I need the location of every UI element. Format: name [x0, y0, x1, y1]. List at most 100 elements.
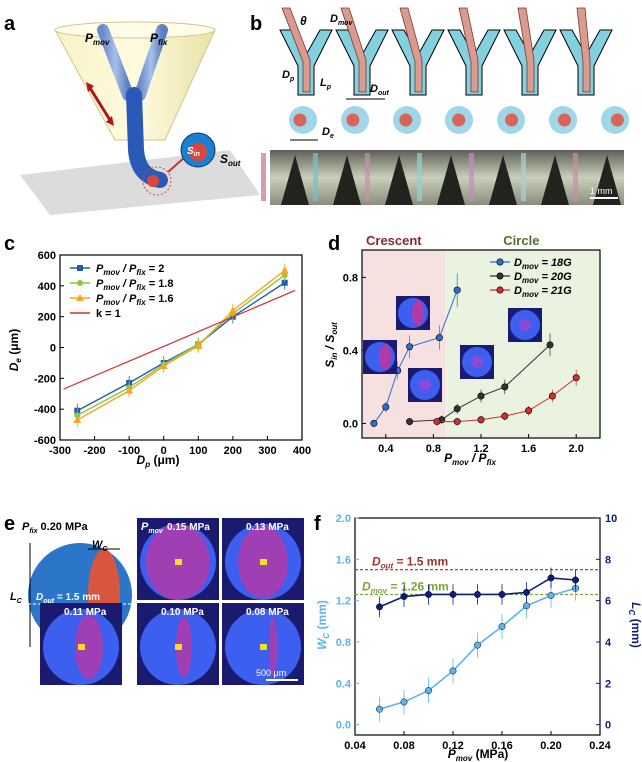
chart-c-xtick-label: -200: [84, 445, 106, 457]
arrow-head-down: [106, 116, 114, 126]
chart-f-ytick-right-label: 2: [605, 678, 611, 690]
chart-d-xlabel-part: P: [444, 451, 453, 465]
label-sout: Sout: [220, 152, 241, 168]
chart-d-xtick-label: 0.8: [426, 443, 441, 455]
chart-d-ytick-label: 0.8: [343, 272, 358, 284]
section-inner: [610, 113, 624, 127]
micrograph-grid: 0.15 MPa 0.13 MPa 0.11 MPa 0.10 MPa 0.08 MPa…: [40, 518, 304, 685]
chart-f-ytick-right-label: 4: [605, 637, 612, 649]
chart-c-xtick-label: 400: [293, 445, 311, 457]
panel-f-letter: f: [314, 513, 321, 535]
panel-a-letter: a: [4, 13, 16, 35]
chart-c-ylabel-part: D: [7, 362, 21, 371]
chart-f-point: [425, 591, 432, 598]
chart-d-point: [433, 418, 441, 426]
chart-c-xlabel-part: p: [144, 460, 150, 469]
micrograph-inner: [75, 615, 103, 679]
chart-d-legend-label-part: mov: [522, 262, 539, 271]
chart-c-xlabel-part: D: [137, 453, 146, 467]
chart-d-inset-inner: [412, 300, 424, 326]
chart-c-legend-marker: [76, 294, 84, 301]
micrograph-marker: [175, 644, 182, 650]
section-inner: [558, 113, 571, 127]
chart-f-xlabel-part: P: [448, 747, 457, 761]
chart-d-point: [435, 334, 443, 342]
chart-f-ytick-left-label: 0.0: [336, 720, 351, 732]
photo-nozzle: [437, 155, 465, 205]
photo-nozzle: [593, 155, 621, 205]
chart-f-xlabel-part: (MPa): [472, 747, 508, 761]
chart-f-xtick-label: 0.08: [393, 740, 414, 752]
chart-f-point: [425, 687, 432, 695]
chart-c-legend-label-part: P: [96, 263, 104, 275]
chart-f-ytick-left-label: 2.0: [336, 513, 351, 525]
chart-f-dmov-label-part: D: [362, 579, 371, 593]
chart-c-xlabel-part: (μm): [150, 453, 179, 467]
channel-mov: [97, 24, 134, 101]
chart-d-xtick-label: 0.4: [378, 443, 394, 455]
micrograph-marker: [175, 559, 182, 565]
photo-fluid-stripe: [261, 153, 266, 201]
chart-f-frame: [354, 517, 601, 736]
panel-a: a Sin Sout Pmov Pfix: [4, 13, 260, 215]
label-theta: θ: [300, 14, 307, 28]
pmov-prefix: Pmov: [141, 521, 164, 535]
chart-d-inset-inner: [519, 319, 531, 331]
y-channel-needle: [517, 7, 535, 93]
chart-f-ytick-left-label: 1.2: [336, 596, 351, 608]
chart-c-xlabel: Dp (μm): [137, 453, 180, 469]
chart-c-ylabel: De (μm): [7, 329, 23, 371]
micrograph-pressure-label: 0.08 MPa: [246, 607, 289, 618]
chart-d-legend-label: Dmov = 21G: [514, 285, 572, 299]
section-inner: [452, 113, 466, 127]
y-channel-needle: [576, 7, 591, 93]
panel-d: d Crescent Circle 0.4 0.8 1.2 1.6 2.0 0.0 0.4 0.8…: [323, 233, 601, 467]
chart-f-dout-label-part: = 1.5 mm: [393, 555, 448, 569]
y-channel-needle: [340, 7, 367, 93]
chart-d-ylabel-part: / S: [323, 335, 337, 353]
nozzle-top: [54, 21, 216, 39]
section-pointer: [167, 156, 186, 173]
chart-d-inset-inner: [379, 344, 391, 370]
chart-c-xtick-label: 200: [224, 445, 242, 457]
chart-d-legend-label-part: mov: [522, 276, 539, 285]
chart-d-xlabel-part: mov: [452, 458, 469, 467]
chart-d-xtick-label: 1.6: [521, 443, 536, 455]
panel-b-letter: b: [250, 13, 262, 35]
y-channel-needle: [399, 7, 423, 93]
micrograph-inner: [176, 617, 192, 677]
label-lp: Lp: [320, 77, 332, 91]
chart-c-point: [228, 306, 237, 314]
chart-c-series-line: [63, 289, 296, 390]
pfix-label: Pfix 0.20 MPa: [22, 521, 88, 535]
crescent-label: Crescent: [366, 233, 422, 248]
y-channel-needle: [281, 7, 311, 93]
chart-f-ylabel-left-part: (mm): [315, 600, 329, 633]
photo-fluid-stripe: [573, 153, 578, 201]
chart-d-legend-label-part: = 21G: [538, 285, 572, 297]
chart-f-point: [498, 623, 506, 630]
panel-c-letter: c: [4, 233, 15, 255]
micrograph-pressure-label: 0.15 MPa: [167, 522, 210, 533]
circle-region: [445, 250, 600, 438]
y-channel: [447, 7, 501, 96]
chart-d-point: [406, 343, 414, 351]
chart-d-ylabel-part: in: [330, 353, 339, 360]
photo-fluid-stripe: [521, 153, 526, 201]
chart-d-point: [525, 407, 533, 415]
label-dmov: Dmov: [330, 13, 353, 27]
chart-f-dmov-label: Dmov = 1.26 mm: [362, 579, 449, 595]
chart-f-ytick-right-label: 10: [605, 513, 617, 525]
chart-f-dmov-label-part: mov: [371, 586, 388, 595]
chart-d-legend-label-part: = 18G: [538, 257, 572, 269]
chart-d-ylabel: Sin / Sout: [323, 322, 339, 368]
chart-d-point: [501, 412, 509, 420]
chart-d-ytick-label: 0.0: [343, 418, 358, 430]
chart-d-point: [370, 419, 378, 427]
micrograph: 0.10 MPa: [137, 603, 219, 685]
chart-d-point: [548, 392, 556, 400]
chart-c-legend-marker: [77, 280, 83, 286]
chart-f-point: [474, 641, 481, 649]
chart-c-legend-marker: [77, 265, 83, 271]
photo-nozzle: [541, 155, 569, 205]
